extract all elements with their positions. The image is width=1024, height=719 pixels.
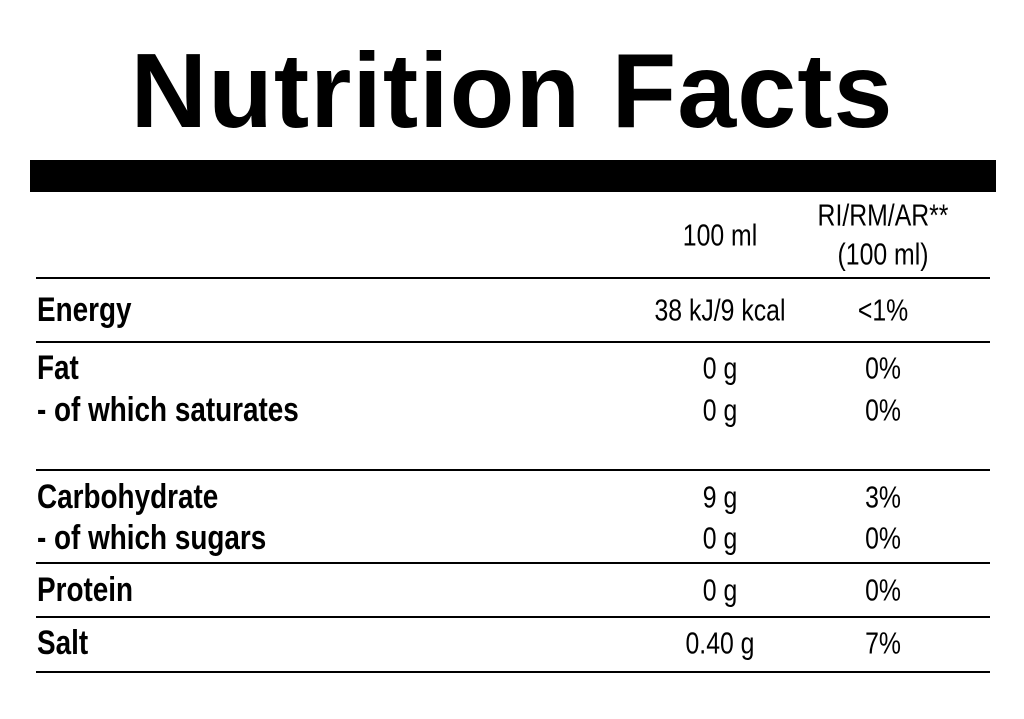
reference-value: 7% (865, 625, 901, 661)
reference-value: <1% (857, 292, 909, 328)
reference-value: 0% (865, 392, 901, 428)
reference-value: 0% (865, 572, 901, 608)
amount-value: 0.40 g (685, 625, 755, 661)
amount-header: 100 ml (682, 217, 758, 253)
amount-value: 9 g (702, 479, 738, 515)
divider (36, 277, 990, 279)
reference-header: (100 ml) (837, 236, 929, 272)
nutrient-label: - of which sugars (37, 519, 267, 557)
nutrient-label: Protein (37, 571, 134, 609)
nutrient-label: - of which saturates (37, 391, 299, 429)
header-bar (30, 160, 996, 192)
divider (36, 562, 990, 564)
nutrient-label: Fat (37, 349, 79, 387)
amount-value: 38 kJ/9 kcal (654, 292, 786, 328)
reference-value: 3% (865, 479, 901, 515)
amount-value: 0 g (702, 392, 738, 428)
divider (36, 616, 990, 618)
amount-value: 0 g (702, 572, 738, 608)
nutrient-label: Carbohydrate (37, 478, 219, 516)
divider (36, 469, 990, 471)
reference-value: 0% (865, 350, 901, 386)
nutrient-label: Salt (37, 624, 89, 662)
amount-value: 0 g (702, 350, 738, 386)
amount-value: 0 g (702, 520, 738, 556)
divider (36, 341, 990, 343)
title: Nutrition Facts (130, 32, 894, 150)
reference-header: RI/RM/AR** (817, 197, 949, 233)
reference-value: 0% (865, 520, 901, 556)
divider (36, 671, 990, 673)
nutrient-label: Energy (37, 291, 132, 329)
